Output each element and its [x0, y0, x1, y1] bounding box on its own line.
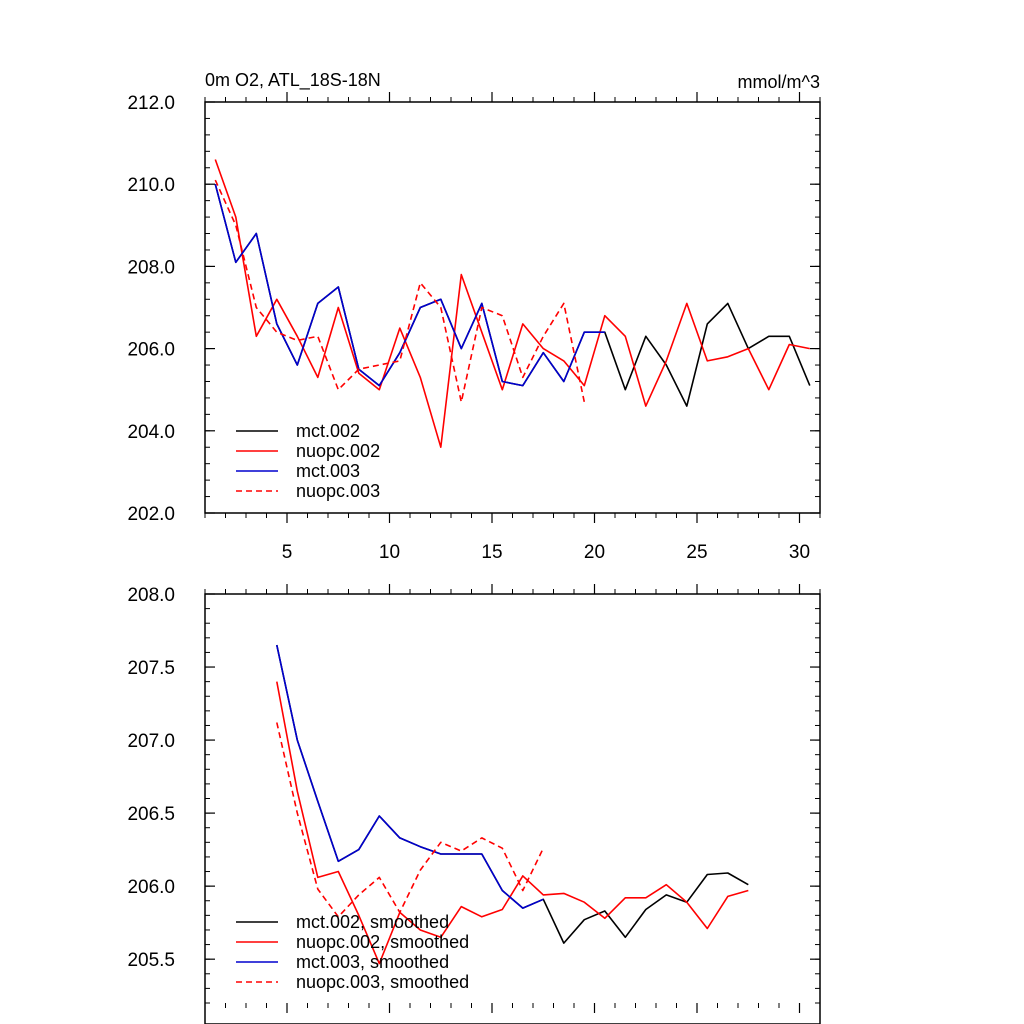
x-tick-label: 10: [379, 542, 400, 563]
bottom-panel: 205.5 206.0 206.5 207.0 207.5 208.0 mct.002, …: [127, 584, 821, 1024]
y-tick-label: 208.0: [127, 257, 175, 278]
y-tick-label: 204.0: [127, 422, 175, 443]
legend-label: mct.003: [296, 461, 360, 481]
series-line-mct-003: [214, 183, 605, 387]
legend-label: mct.003, smoothed: [296, 952, 449, 972]
x-tick-label: 15: [481, 542, 502, 563]
legend-label: nuopc.003: [296, 481, 380, 501]
y-tick-label: 205.5: [127, 950, 175, 971]
series-line-nuopc-003-smoothed: [276, 722, 545, 918]
y-tick-label: 207.5: [127, 658, 175, 679]
legend-label: nuopc.002: [296, 441, 380, 461]
series-line-nuopc-002: [214, 159, 810, 449]
legend-label: mct.002: [296, 421, 360, 441]
axis-ticks: [204, 92, 821, 523]
y-tick-labels: 205.5 206.0 206.5 207.0 207.5 208.0: [127, 585, 175, 971]
y-tick-label: 210.0: [127, 175, 175, 196]
units-label: mmol/m^3: [738, 72, 820, 92]
y-tick-label: 206.0: [127, 877, 175, 898]
y-tick-label: 202.0: [127, 504, 175, 525]
legend-label: nuopc.003, smoothed: [296, 972, 469, 992]
series-lines: [214, 159, 811, 449]
plot-frame: [204, 101, 821, 514]
x-tick-label: 20: [584, 542, 605, 563]
plot-frame: [204, 593, 821, 1024]
legend-label: mct.002, smoothed: [296, 912, 449, 932]
series-line-nuopc-002-smoothed: [276, 681, 749, 965]
y-tick-labels: 202.0 204.0 206.0 208.0 210.0 212.0: [127, 93, 175, 525]
x-tick-labels: 5 10 15 20 25 30: [282, 542, 810, 563]
chart-title: 0m O2, ATL_18S-18N: [205, 70, 381, 91]
legend-label: nuopc.002, smoothed: [296, 932, 469, 952]
y-tick-label: 208.0: [127, 585, 175, 606]
x-tick-label: 30: [789, 542, 810, 563]
x-tick-label: 5: [282, 542, 293, 563]
y-tick-label: 206.0: [127, 340, 175, 361]
top-panel: 0m O2, ATL_18S-18N mmol/m^3 202.0204.020…: [127, 70, 821, 563]
y-tick-label: 207.0: [127, 731, 175, 752]
series-lines: [276, 644, 749, 965]
series-line-nuopc-003: [214, 179, 586, 403]
series-line-mct-003-smoothed: [276, 644, 544, 909]
y-tick-label: 206.5: [127, 804, 175, 825]
x-tick-label: 25: [686, 542, 707, 563]
y-tick-label: 212.0: [127, 93, 175, 114]
